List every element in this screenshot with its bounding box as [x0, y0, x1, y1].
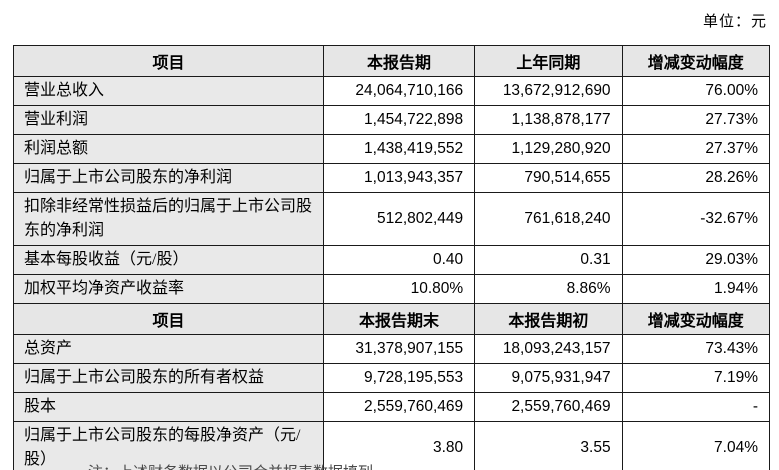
- financial-summary-table: 项目 本报告期 上年同期 增减变动幅度 营业总收入 24,064,710,166…: [13, 45, 771, 470]
- row-change: -: [621, 392, 771, 422]
- row-current: 0.40: [322, 245, 476, 275]
- row-current: 31,378,907,155: [322, 334, 476, 364]
- row-label: 归属于上市公司股东的净利润: [13, 163, 324, 193]
- row-change: 76.00%: [621, 76, 771, 106]
- row-label: 归属于上市公司股东的每股净资产（元/股）: [13, 421, 324, 470]
- row-label: 扣除非经常性损益后的归属于上市公司股东的净利润: [13, 192, 324, 246]
- table-row: 总资产 31,378,907,155 18,093,243,157 73.43%: [13, 334, 771, 364]
- row-change: 73.43%: [621, 334, 771, 364]
- row-prior: 18,093,243,157: [474, 334, 623, 364]
- table-row: 利润总额 1,438,419,552 1,129,280,920 27.37%: [13, 134, 771, 164]
- table-row: 归属于上市公司股东的净利润 1,013,943,357 790,514,655 …: [13, 163, 771, 193]
- table-header-row-period: 项目 本报告期 上年同期 增减变动幅度: [13, 45, 771, 77]
- table-row: 股本 2,559,760,469 2,559,760,469 -: [13, 392, 771, 422]
- header-item: 项目: [13, 303, 324, 335]
- row-label: 营业总收入: [13, 76, 324, 106]
- row-prior: 1,138,878,177: [474, 105, 623, 135]
- row-current: 24,064,710,166: [322, 76, 476, 106]
- row-label: 归属于上市公司股东的所有者权益: [13, 363, 324, 393]
- row-current: 10.80%: [322, 274, 476, 304]
- header-current-period: 本报告期: [322, 45, 476, 77]
- row-prior: 0.31: [474, 245, 623, 275]
- row-current: 1,013,943,357: [322, 163, 476, 193]
- row-current: 9,728,195,553: [322, 363, 476, 393]
- header-item: 项目: [13, 45, 324, 77]
- row-label: 基本每股收益（元/股）: [13, 245, 324, 275]
- header-prior-period: 上年同期: [474, 45, 623, 77]
- unit-label: 单位：元: [702, 14, 767, 30]
- row-current: 1,454,722,898: [322, 105, 476, 135]
- row-prior: 761,618,240: [474, 192, 623, 246]
- table-row: 营业利润 1,454,722,898 1,138,878,177 27.73%: [13, 105, 771, 135]
- row-change: 28.26%: [621, 163, 771, 193]
- table-row: 归属于上市公司股东的所有者权益 9,728,195,553 9,075,931,…: [13, 363, 771, 393]
- header-period-begin: 本报告期初: [474, 303, 623, 335]
- table-row: 扣除非经常性损益后的归属于上市公司股东的净利润 512,802,449 761,…: [13, 192, 771, 246]
- clipped-footnote: 注：上述财务数据以公司合并报表数据填列。: [88, 463, 508, 470]
- row-change: 7.19%: [621, 363, 771, 393]
- row-prior: 13,672,912,690: [474, 76, 623, 106]
- row-current: 1,438,419,552: [322, 134, 476, 164]
- row-change: 1.94%: [621, 274, 771, 304]
- row-change: 27.73%: [621, 105, 771, 135]
- table-row: 营业总收入 24,064,710,166 13,672,912,690 76.0…: [13, 76, 771, 106]
- row-prior: 9,075,931,947: [474, 363, 623, 393]
- row-current: 2,559,760,469: [322, 392, 476, 422]
- row-prior: 790,514,655: [474, 163, 623, 193]
- row-label: 利润总额: [13, 134, 324, 164]
- row-prior: 2,559,760,469: [474, 392, 623, 422]
- header-period-end: 本报告期末: [322, 303, 476, 335]
- row-prior: 1,129,280,920: [474, 134, 623, 164]
- row-change: 27.37%: [621, 134, 771, 164]
- row-change: 7.04%: [621, 421, 771, 470]
- row-label: 加权平均净资产收益率: [13, 274, 324, 304]
- row-label: 营业利润: [13, 105, 324, 135]
- row-change: -32.67%: [621, 192, 771, 246]
- row-current: 512,802,449: [322, 192, 476, 246]
- table-row: 加权平均净资产收益率 10.80% 8.86% 1.94%: [13, 274, 771, 304]
- header-change: 增减变动幅度: [621, 45, 771, 77]
- row-prior: 8.86%: [474, 274, 623, 304]
- table-row: 基本每股收益（元/股） 0.40 0.31 29.03%: [13, 245, 771, 275]
- row-prior: 3.55: [474, 421, 623, 470]
- row-label: 总资产: [13, 334, 324, 364]
- table-row: 归属于上市公司股东的每股净资产（元/股） 3.80 3.55 7.04%: [13, 421, 771, 470]
- row-change: 29.03%: [621, 245, 771, 275]
- header-change: 增减变动幅度: [621, 303, 771, 335]
- row-label: 股本: [13, 392, 324, 422]
- table-header-row-balance: 项目 本报告期末 本报告期初 增减变动幅度: [13, 303, 771, 335]
